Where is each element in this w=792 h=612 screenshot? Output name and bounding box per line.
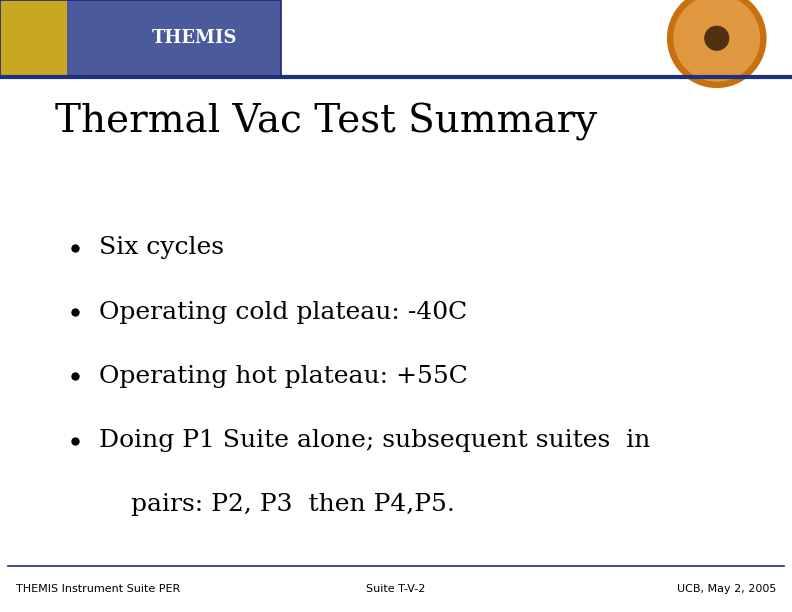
Ellipse shape — [674, 0, 760, 81]
Ellipse shape — [668, 0, 766, 88]
FancyBboxPatch shape — [0, 0, 281, 76]
Text: Thermal Vac Test Summary: Thermal Vac Test Summary — [55, 103, 598, 141]
Text: Six cycles: Six cycles — [99, 236, 224, 259]
FancyBboxPatch shape — [67, 0, 281, 76]
Text: THEMIS Instrument Suite PER: THEMIS Instrument Suite PER — [16, 584, 180, 594]
Text: Doing P1 Suite alone; subsequent suites  in: Doing P1 Suite alone; subsequent suites … — [99, 429, 650, 452]
Text: pairs: P2, P3  then P4,P5.: pairs: P2, P3 then P4,P5. — [99, 493, 455, 517]
Text: Operating hot plateau: +55C: Operating hot plateau: +55C — [99, 365, 468, 388]
Text: Suite T-V-2: Suite T-V-2 — [367, 584, 425, 594]
FancyBboxPatch shape — [0, 0, 67, 76]
Ellipse shape — [705, 26, 729, 50]
Text: UCB, May 2, 2005: UCB, May 2, 2005 — [677, 584, 776, 594]
Text: Operating cold plateau: -40C: Operating cold plateau: -40C — [99, 300, 467, 324]
Text: THEMIS: THEMIS — [151, 29, 237, 47]
